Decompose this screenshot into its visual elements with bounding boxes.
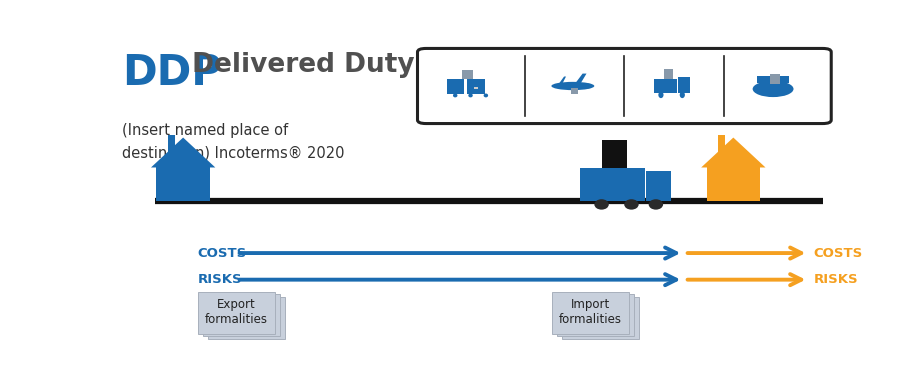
Polygon shape (151, 137, 215, 167)
Bar (718, 135, 725, 154)
FancyBboxPatch shape (552, 292, 629, 334)
FancyBboxPatch shape (561, 296, 639, 339)
Bar (664, 69, 673, 79)
Ellipse shape (484, 94, 488, 98)
FancyBboxPatch shape (557, 294, 634, 336)
Text: Export
formalities: Export formalities (206, 298, 268, 326)
Bar (467, 79, 485, 94)
Text: RISKS: RISKS (813, 273, 858, 286)
Bar (571, 88, 578, 94)
Bar (706, 167, 760, 201)
Text: Delivered Duty Paid: Delivered Duty Paid (183, 52, 489, 78)
Ellipse shape (468, 94, 473, 98)
Ellipse shape (551, 82, 595, 90)
Ellipse shape (680, 92, 685, 98)
Text: (Insert named place of
destination) Incoterms® 2020: (Insert named place of destination) Inco… (123, 123, 345, 160)
Polygon shape (701, 137, 765, 167)
Ellipse shape (595, 199, 609, 210)
Bar (157, 167, 210, 201)
Ellipse shape (658, 92, 664, 98)
Bar (168, 135, 174, 154)
Bar (580, 168, 645, 201)
Text: COSTS: COSTS (813, 247, 863, 260)
Bar (462, 70, 473, 79)
Bar (447, 79, 465, 94)
FancyBboxPatch shape (418, 48, 832, 124)
Bar (601, 140, 627, 168)
Bar (770, 74, 780, 84)
Text: RISKS: RISKS (197, 273, 242, 286)
Ellipse shape (624, 199, 639, 210)
Polygon shape (557, 76, 566, 86)
Bar (645, 170, 671, 201)
Polygon shape (573, 74, 586, 91)
Bar (474, 86, 478, 89)
FancyBboxPatch shape (208, 296, 285, 339)
Bar (654, 79, 677, 93)
FancyBboxPatch shape (198, 292, 276, 334)
Polygon shape (588, 83, 592, 89)
Ellipse shape (649, 199, 663, 210)
Text: COSTS: COSTS (197, 247, 247, 260)
Text: Import
formalities: Import formalities (559, 298, 622, 326)
Ellipse shape (453, 94, 457, 98)
Bar (678, 77, 690, 93)
Text: DDP: DDP (123, 52, 222, 94)
Bar (757, 76, 789, 83)
FancyBboxPatch shape (203, 294, 280, 336)
Ellipse shape (752, 81, 794, 97)
